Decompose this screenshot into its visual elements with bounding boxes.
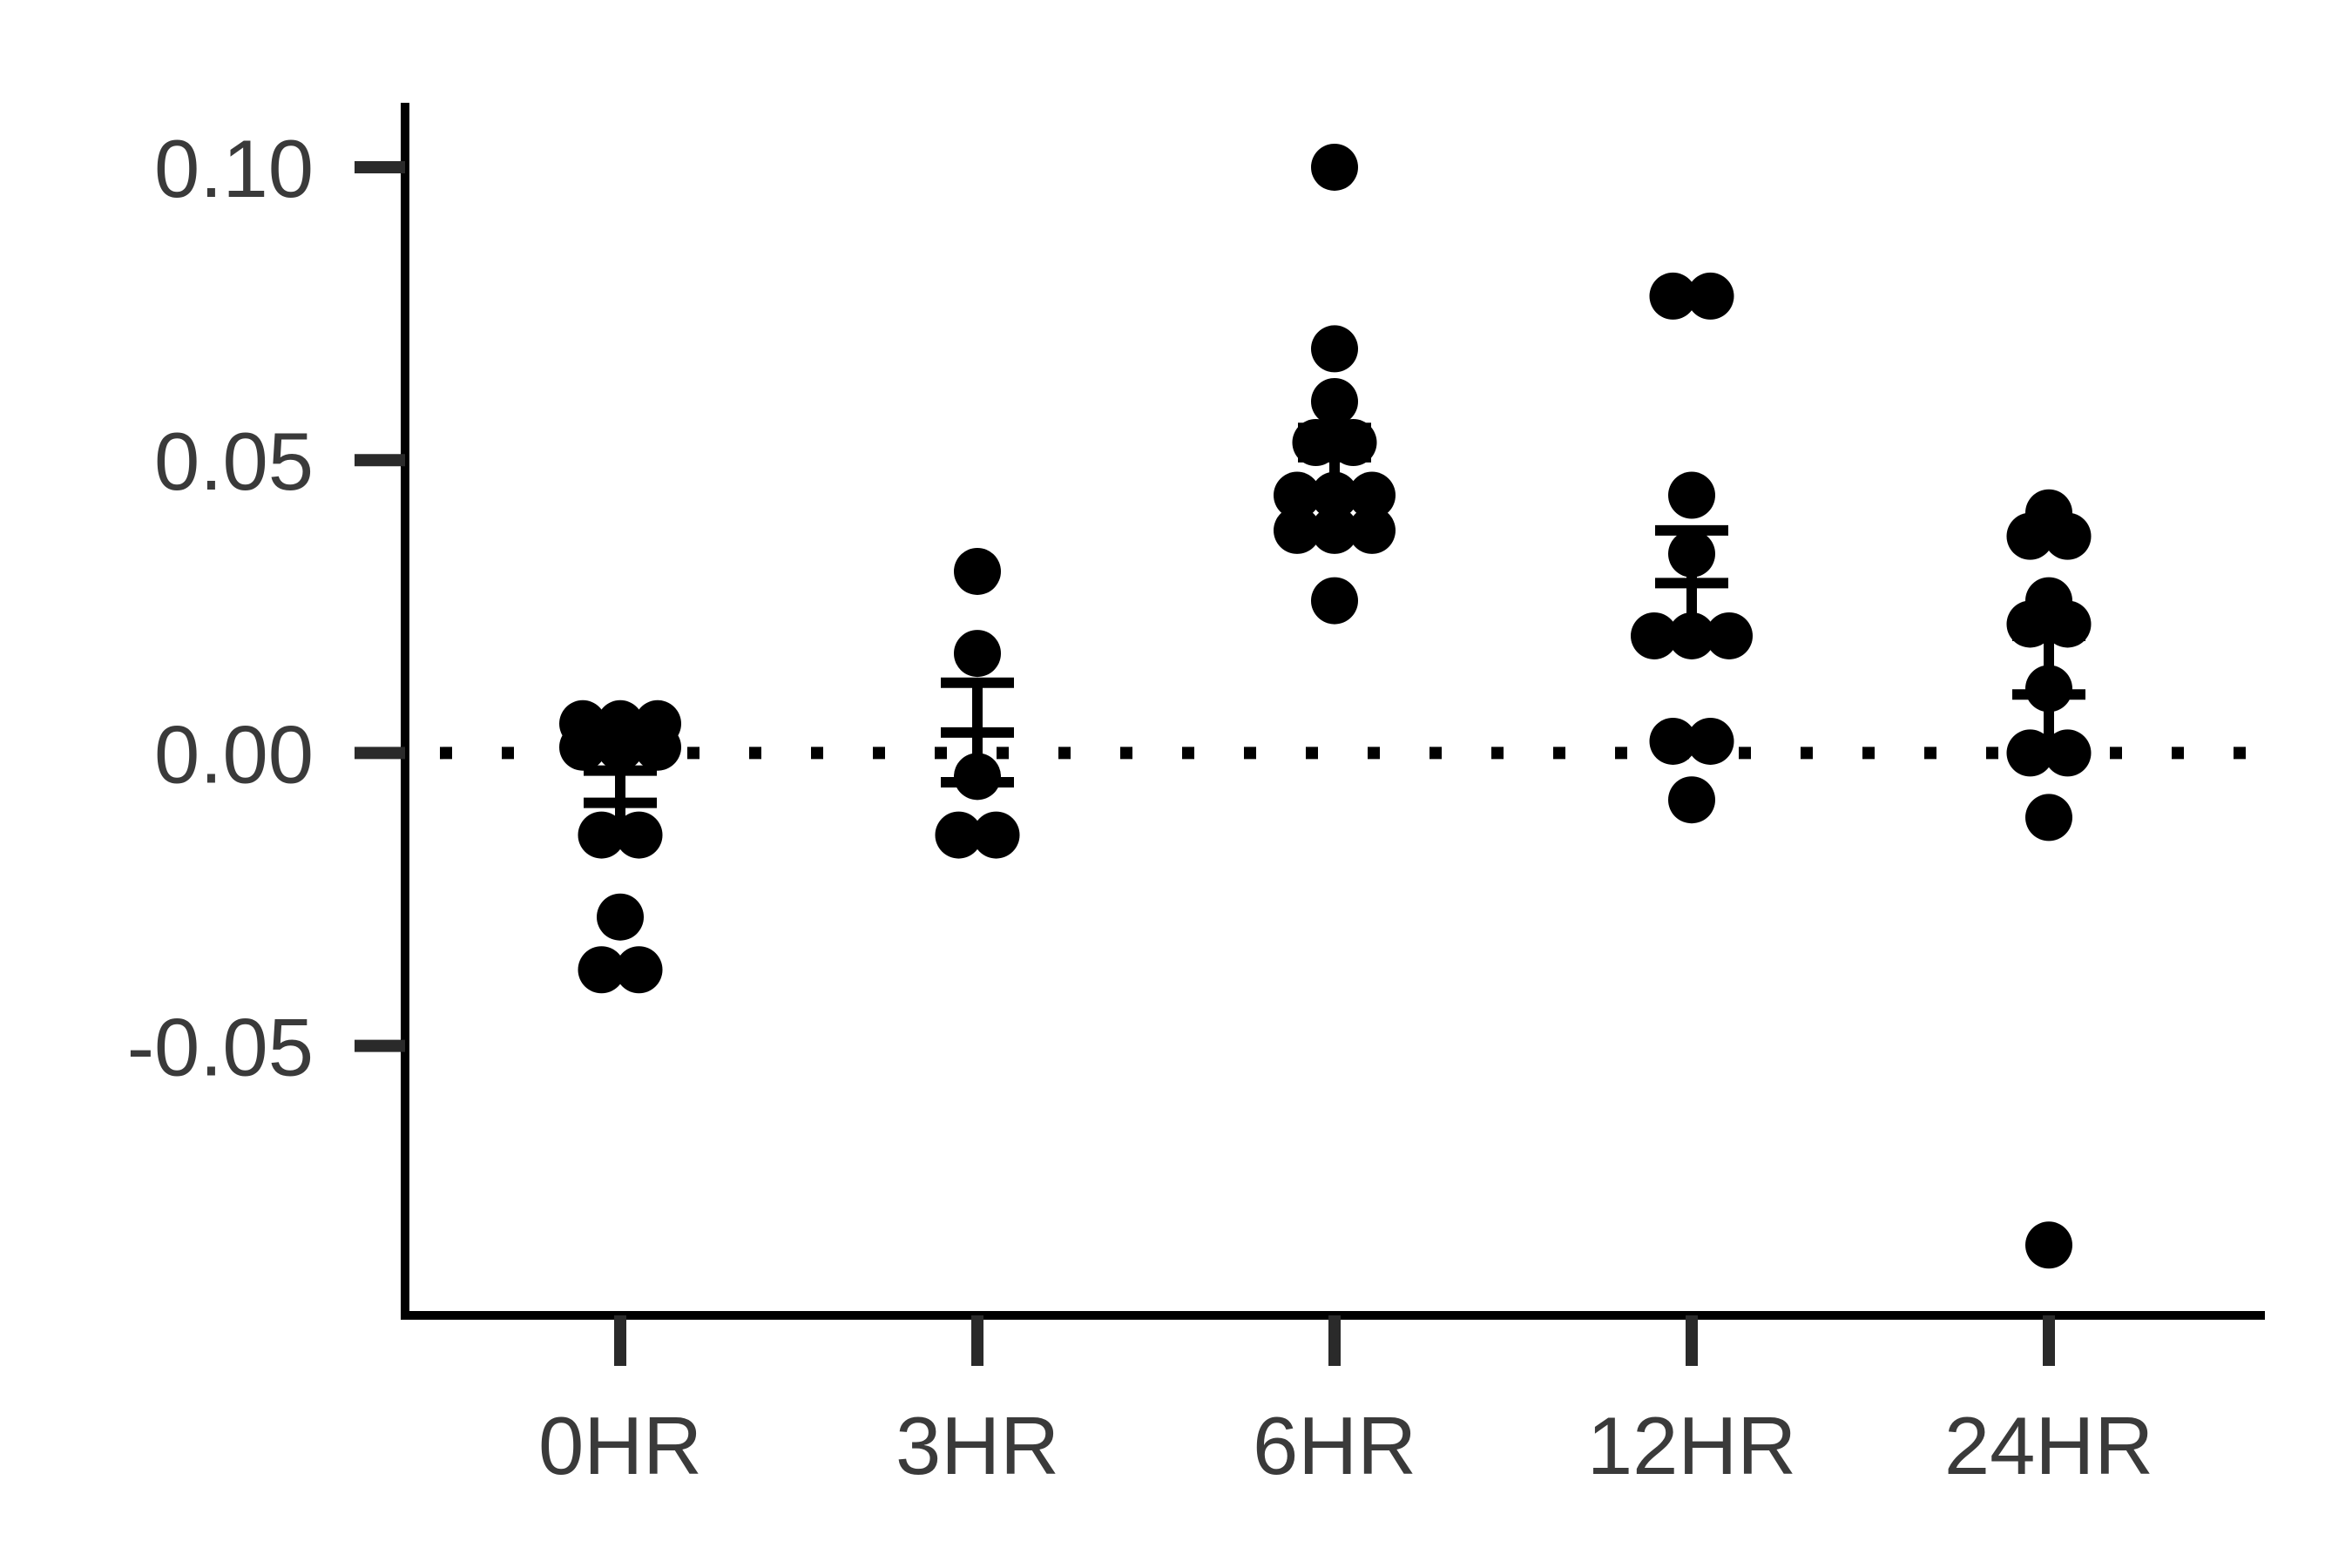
data-point (578, 946, 625, 994)
data-point (1631, 612, 1678, 659)
data-point (1311, 325, 1358, 373)
data-point (2044, 512, 2092, 560)
data-point (972, 811, 1020, 859)
data-point (1649, 272, 1697, 320)
data-point (1686, 717, 1734, 765)
data-point (1668, 776, 1715, 824)
data-point (954, 547, 1001, 595)
data-point (634, 723, 681, 771)
x-tick-label: 0HR (538, 1400, 702, 1491)
data-point (597, 723, 644, 771)
x-tick-label: 24HR (1944, 1400, 2153, 1491)
data-point (1311, 506, 1358, 554)
data-point (1311, 577, 1358, 625)
data-point (1348, 506, 1396, 554)
data-point (1668, 471, 1715, 519)
data-point (1274, 506, 1321, 554)
error-bars-layer (584, 422, 2085, 841)
data-points-layer (559, 143, 2092, 1269)
data-point (2006, 512, 2054, 560)
data-point (1686, 272, 1734, 320)
y-tick-label: -0.05 (127, 1002, 314, 1093)
data-point (2025, 1221, 2072, 1269)
x-tick-label: 12HR (1587, 1400, 1796, 1491)
data-point (954, 630, 1001, 678)
y-tick-label: 0.05 (154, 416, 314, 507)
data-point (935, 811, 983, 859)
data-point (2025, 794, 2072, 841)
data-point (1649, 717, 1697, 765)
data-point (1311, 377, 1358, 425)
data-point (597, 893, 644, 941)
data-point (1706, 612, 1753, 659)
data-point (1311, 143, 1358, 191)
y-tick-label: 0.10 (154, 123, 314, 214)
y-tick-label: 0.00 (154, 708, 314, 800)
x-tick-label: 3HR (896, 1400, 1059, 1491)
data-point (559, 723, 606, 771)
data-point (615, 946, 663, 994)
x-ticks-layer: 0HR 3HR 6HR 12HR 24HR (538, 1315, 2153, 1491)
axes-layer (401, 103, 2265, 1320)
y-ticks-layer: -0.05 0.00 0.05 0.10 (127, 123, 405, 1093)
x-tick-label: 6HR (1253, 1400, 1416, 1491)
